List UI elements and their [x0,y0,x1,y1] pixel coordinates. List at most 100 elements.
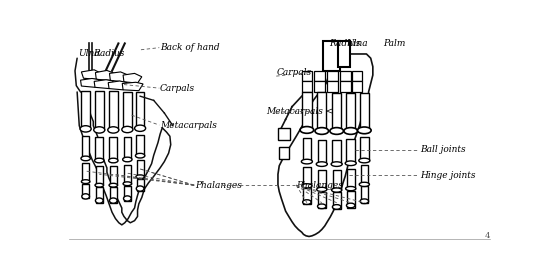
Text: Ulna: Ulna [78,50,99,58]
Bar [96,187,103,203]
Bar [318,192,326,209]
Bar [317,140,326,164]
Bar [303,167,311,186]
Bar [279,147,289,159]
Bar [347,191,355,208]
Bar [332,93,341,131]
Ellipse shape [124,196,131,201]
Bar [123,92,132,130]
Bar [109,137,117,161]
Bar [124,164,131,184]
Ellipse shape [315,128,329,134]
Bar [301,81,312,92]
Ellipse shape [330,128,344,134]
Text: Phalanges: Phalanges [296,181,343,190]
Bar [82,163,89,182]
Text: Ulna: Ulna [346,39,368,48]
Ellipse shape [300,127,313,133]
Bar [347,169,355,189]
Text: Back of hand: Back of hand [160,43,220,52]
Ellipse shape [302,200,311,204]
Text: Phalanges: Phalanges [195,181,242,190]
Ellipse shape [94,158,104,163]
Bar [346,139,355,163]
Ellipse shape [331,162,342,166]
Ellipse shape [345,161,356,165]
Polygon shape [94,80,113,89]
Ellipse shape [80,126,91,132]
Bar [110,166,117,185]
Ellipse shape [109,158,118,163]
Ellipse shape [122,157,132,162]
Bar [360,137,368,161]
Bar [317,92,327,131]
Bar [137,160,143,177]
Ellipse shape [96,198,103,203]
Bar [124,137,131,159]
Bar [360,93,369,130]
Ellipse shape [302,184,312,188]
Text: 4: 4 [484,232,490,240]
Ellipse shape [136,153,145,158]
Bar [318,170,326,189]
Bar [82,184,89,198]
Bar [82,136,89,158]
Bar [110,187,117,203]
Ellipse shape [122,126,133,133]
Ellipse shape [317,204,326,209]
Ellipse shape [359,182,369,187]
Polygon shape [81,78,99,87]
Polygon shape [109,72,128,82]
Ellipse shape [136,175,144,179]
Bar [278,128,290,141]
Ellipse shape [346,203,355,208]
Ellipse shape [332,188,342,192]
Bar [81,91,90,129]
Bar [361,187,368,203]
Ellipse shape [316,162,327,166]
Text: Palm: Palm [383,39,406,48]
Ellipse shape [135,125,145,132]
Bar [302,138,311,162]
Bar [340,81,350,92]
Text: Metacarpals <: Metacarpals < [266,107,334,116]
Ellipse shape [95,183,104,187]
Ellipse shape [317,187,327,192]
Text: Hinge joints: Hinge joints [419,171,475,180]
Bar [338,41,350,67]
Bar [303,188,311,204]
Ellipse shape [108,127,119,133]
Bar [327,81,338,92]
Ellipse shape [109,183,117,187]
Ellipse shape [109,198,117,203]
Bar [301,71,312,81]
Ellipse shape [360,199,368,204]
Bar [137,179,143,191]
Text: Radius: Radius [93,50,125,58]
Bar [361,165,368,184]
Bar [323,41,340,71]
Ellipse shape [346,187,356,191]
Ellipse shape [333,205,341,209]
Text: Radius: Radius [329,39,360,48]
Bar [314,81,325,92]
Ellipse shape [82,194,89,199]
Bar [333,140,341,164]
Bar [327,71,338,81]
Bar [333,170,340,190]
Polygon shape [96,70,115,80]
Bar [352,71,362,81]
Ellipse shape [359,158,370,163]
Polygon shape [122,82,143,91]
Text: Metacarpals: Metacarpals [160,121,217,130]
Bar [109,91,117,130]
Bar [346,93,355,131]
Polygon shape [108,81,127,90]
Text: Ball joints: Ball joints [419,145,465,155]
Ellipse shape [344,128,357,134]
Ellipse shape [357,127,371,134]
Ellipse shape [123,182,132,185]
Polygon shape [123,73,142,83]
Ellipse shape [81,156,91,161]
Bar [96,166,103,185]
